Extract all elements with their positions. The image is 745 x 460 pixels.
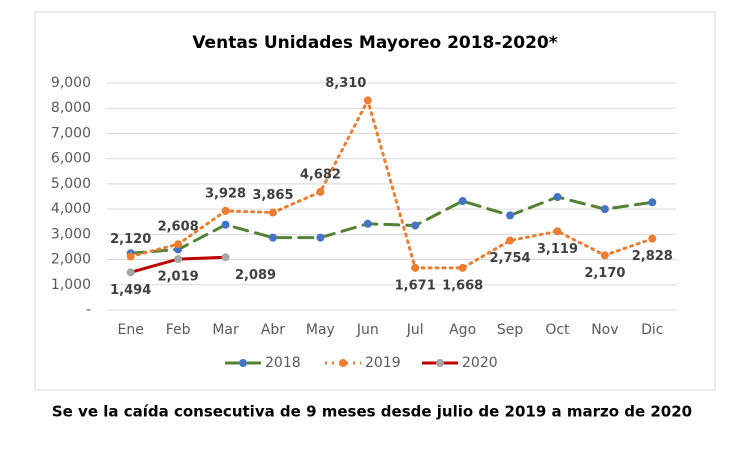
y-tick-label: 7,000 [51,125,91,141]
value-label: 8,310 [325,76,366,91]
y-tick-label: 2,000 [51,252,91,268]
point [221,206,230,215]
value-label: 2,754 [489,251,530,266]
point [506,211,515,220]
y-tick-label: 4,000 [51,201,91,217]
point [411,263,420,272]
legend-marker [339,359,347,367]
y-tick-label: 8,000 [51,100,91,116]
y-tick-label: 1,000 [51,277,91,293]
point [174,240,183,249]
point [174,255,183,264]
x-tick-label: Mar [212,322,239,338]
value-label: 4,682 [300,167,341,182]
x-tick-label: Sep [497,322,524,338]
value-label: 2,608 [158,220,199,235]
y-tick-label: 6,000 [51,151,91,167]
point [221,220,230,229]
legend-label: 2020 [462,355,498,371]
x-tick-label: Ago [449,322,476,338]
value-label: 1,494 [110,283,151,298]
point [600,205,609,214]
value-label: 2,120 [110,232,151,247]
chart-border [34,11,716,391]
point [506,236,515,245]
x-tick-label: Jun [356,322,379,338]
legend-marker [239,359,247,367]
point [363,219,372,228]
value-label: 2,019 [158,270,199,285]
series-line [129,96,654,270]
legend-label: 2019 [365,355,401,371]
chart-title: Ventas Unidades Mayoreo 2018-2020* [192,33,557,53]
y-tick-label: 3,000 [51,226,91,242]
point [458,197,467,206]
point [126,268,135,277]
value-label: 1,671 [395,278,436,293]
point [363,96,372,105]
point [553,193,562,202]
y-tick-label: - [86,302,91,318]
y-tick-label: 9,000 [51,75,91,91]
point [268,208,277,217]
point [221,253,230,262]
point [316,233,325,242]
value-label: 2,089 [235,268,276,283]
point [316,187,325,196]
series-line [129,195,654,255]
x-tick-label: Dic [641,322,663,338]
x-tick-label: Feb [166,322,191,338]
point [126,252,135,261]
point [600,251,609,260]
point [648,198,657,207]
value-label: 3,865 [252,188,293,203]
y-tick-label: 5,000 [51,176,91,192]
point [268,233,277,242]
legend-marker [436,359,444,367]
value-label: 1,668 [442,278,483,293]
legend-label: 2018 [265,355,301,371]
x-tick-label: May [306,322,335,338]
caption: Se ve la caída consecutiva de 9 meses de… [52,403,692,421]
x-tick-label: Abr [261,322,285,338]
x-tick-label: Jul [406,322,424,338]
point [553,227,562,236]
point [458,263,467,272]
value-label: 2,170 [584,266,625,281]
x-tick-label: Ene [118,322,144,338]
value-label: 3,928 [205,186,246,201]
x-tick-label: Oct [545,322,570,338]
x-tick-label: Nov [591,322,618,338]
point [411,221,420,230]
point [648,234,657,243]
value-label: 2,828 [632,249,673,264]
value-label: 3,119 [537,242,578,257]
